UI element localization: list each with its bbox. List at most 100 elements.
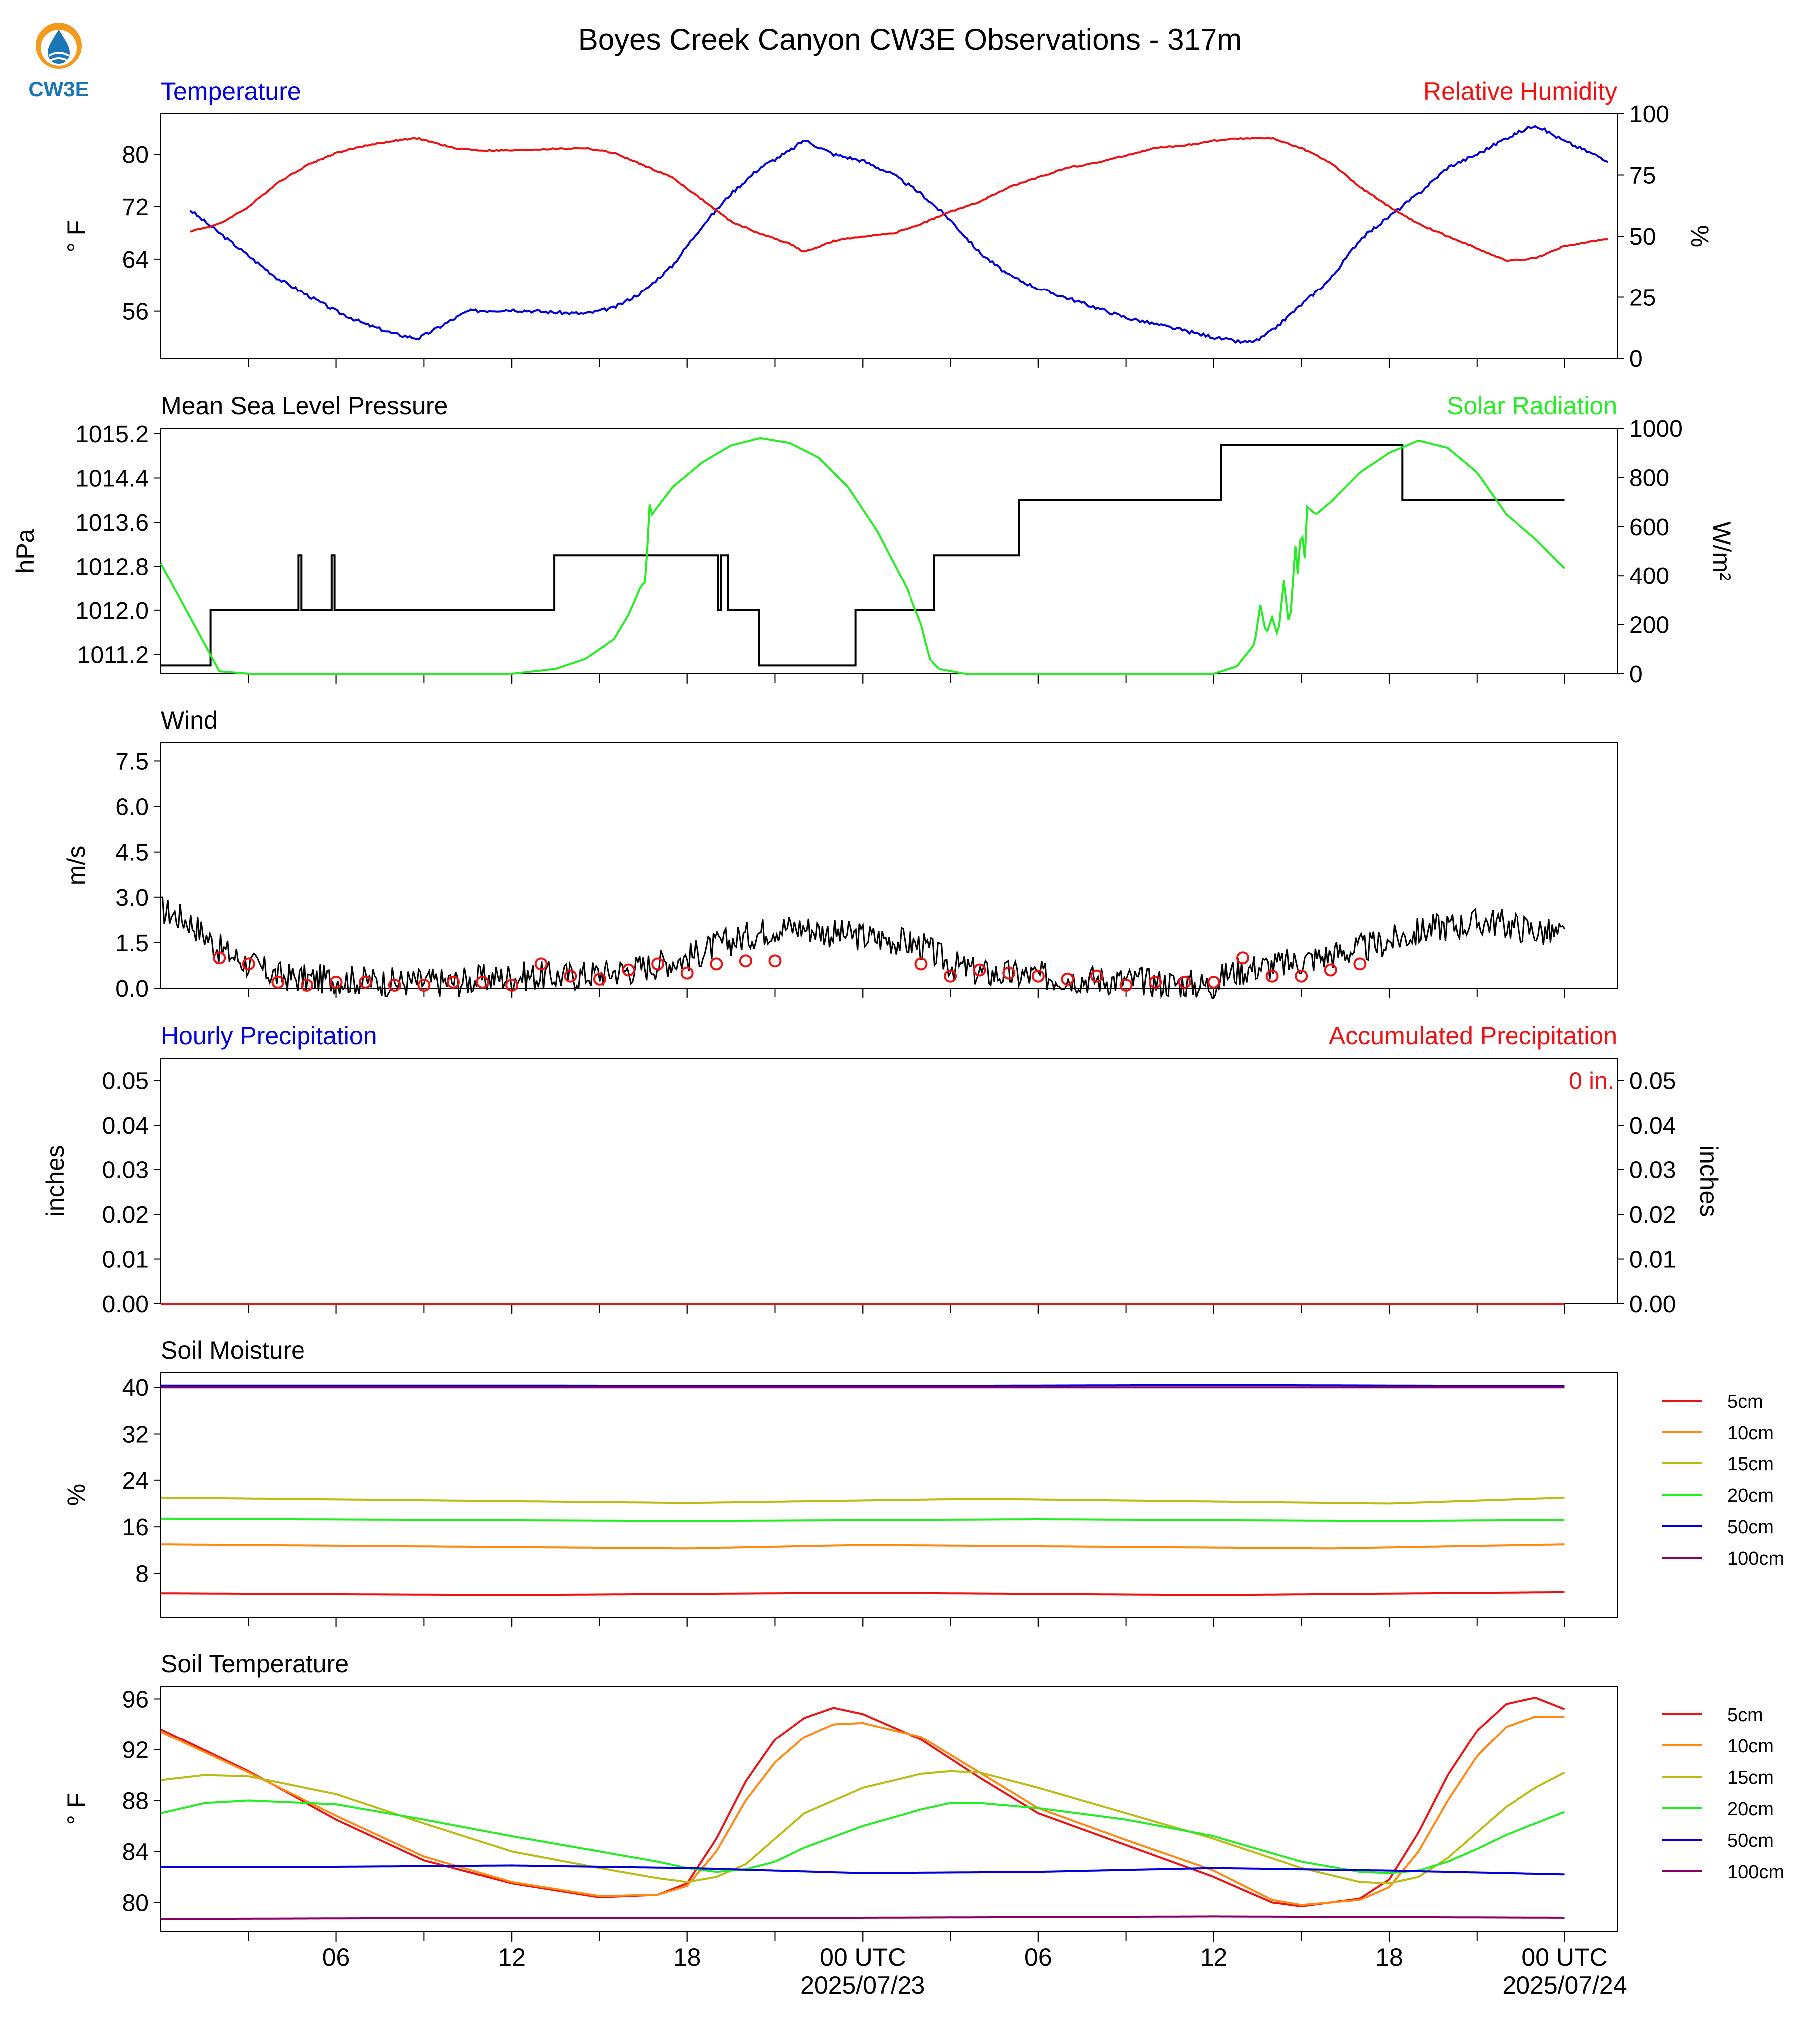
y-tick-label-left: 0.02 [102,1202,149,1228]
series-line-20cm [160,1517,1565,1522]
series-line-relative-humidity [190,137,1608,262]
panel-title-right: Accumulated Precipitation [1329,1022,1617,1050]
wind-barb-marker [359,975,372,989]
wind-barb-marker [329,975,343,989]
y-tick-label-right: 0 [1629,661,1643,688]
wind-barb-marker [914,957,928,971]
y-tick-label-right: 0.04 [1629,1113,1676,1139]
panel-title-left: Mean Sea Level Pressure [161,392,448,420]
wind-barb-marker [564,969,577,983]
x-tick-label: 00 UTC [1521,1943,1607,1971]
panel-soil-moisture: Soil Moisture 8 16 24 32 40% 5cm 10cm 15cm 20cm 50… [62,1336,1784,1627]
y-tick-label-left: 1011.2 [77,642,149,668]
legend-label: 15cm [1727,1767,1774,1788]
plot-frame [160,742,1618,989]
y-tick-label-right: 0.01 [1629,1247,1676,1273]
y-tick-label-right: 75 [1629,163,1656,189]
series-line-temperature [189,125,1608,344]
y-axis-label-left: ° F [62,220,90,252]
wind-barb-marker [505,978,519,992]
panel-wind: Wind 0.0 1.5 3.0 4.5 6.0 7.5 m/s [62,706,1618,1002]
y-tick-label-left: 0.0 [115,976,149,1002]
x-tick-date-label: 2025/07/24 [1502,1971,1627,1999]
logo: CW3E [28,23,89,101]
y-tick-label-right: 0.00 [1629,1291,1676,1318]
panel-title-left: Wind [161,706,218,734]
y-tick-label-right: 200 [1629,612,1669,639]
y-axis-label-left: % [62,1484,90,1506]
wind-barb-marker [1265,969,1279,983]
legend-label: 5cm [1727,1705,1763,1726]
wind-barb-marker [417,978,431,992]
x-tick-label: 18 [673,1943,701,1971]
series-line-15cm [160,1496,1565,1505]
y-tick-label-left: 8 [135,1561,149,1588]
wind-barb-marker [1090,969,1104,983]
y-tick-label-right: 0.02 [1629,1202,1676,1228]
wind-barb-marker [1149,975,1162,989]
wind-barb-marker [1353,957,1367,971]
y-tick-label-left: 0.01 [102,1247,149,1273]
wind-barb-marker [446,975,460,989]
legend-label: 20cm [1727,1485,1774,1506]
y-axis-label-right: W/m² [1708,521,1736,580]
panel-title-right: Solar Radiation [1447,392,1617,420]
wind-barb-marker [271,975,285,989]
wind-barb-marker [1002,966,1016,980]
series-line-20cm [160,1799,1565,1874]
plot-frame [160,1058,1618,1304]
plot-frame [160,1686,1618,1932]
y-axis-label-left: hPa [11,529,39,573]
plot-frame [160,428,1618,674]
y-tick-label-right: 0.03 [1629,1158,1676,1184]
wind-barb-marker [476,975,489,989]
legend-label: 100cm [1727,1862,1784,1883]
y-tick-label-left: 4.5 [115,840,149,866]
y-tick-label-left: 1012.8 [75,554,149,580]
y-axis-label-left: inches [41,1145,69,1217]
y-tick-label-left: 88 [122,1788,149,1814]
wind-barb-marker [213,951,226,965]
y-tick-label-left: 84 [122,1839,149,1865]
wind-barb-marker [1031,969,1045,983]
legend-label: 5cm [1727,1391,1763,1412]
y-tick-label-right: 25 [1629,285,1656,311]
y-axis-label-left: ° F [62,1793,90,1825]
x-tick-label: 00 UTC [820,1943,906,1971]
y-tick-label-right: 800 [1629,465,1669,491]
y-tick-label-left: 0.04 [102,1113,149,1139]
logo-text: CW3E [28,77,89,101]
y-tick-label-left: 1.5 [115,930,149,957]
legend-label: 20cm [1727,1799,1774,1820]
legend-label: 15cm [1727,1454,1774,1475]
y-tick-label-left: 24 [122,1468,149,1494]
panel-soil-temperature: Soil Temperature 80 84 88 92 96 ° F 5cm 10cm 15cm… [62,1650,1784,1942]
panel-title-left: Hourly Precipitation [161,1022,377,1050]
series-line-solar-radiation [160,437,1565,675]
legend-label: 100cm [1727,1548,1784,1569]
wind-barb-marker [739,954,752,968]
y-tick-label-left: 1013.6 [75,510,149,536]
legend-label: 50cm [1727,1517,1774,1538]
y-tick-label-left: 3.0 [115,885,149,911]
y-tick-label-right: 0.05 [1629,1068,1676,1095]
series-line-5cm [161,1591,1565,1596]
panel-pressure-solar: Mean Sea Level Pressure Solar Radiation 10… [11,392,1736,688]
wind-barb-marker [651,957,665,971]
y-tick-label-left: 64 [122,247,149,273]
series-line-100cm [161,1915,1565,1920]
legend-label: 50cm [1727,1830,1774,1851]
y-tick-label-right: 400 [1629,563,1669,589]
wind-barb-marker [242,957,255,971]
y-tick-label-left: 92 [122,1737,149,1763]
figure-title: Boyes Creek Canyon CW3E Observations - 3… [578,23,1242,56]
y-tick-label-right: 600 [1629,514,1669,541]
wind-barb-marker [710,957,723,971]
series-line-10cm [161,1543,1565,1550]
y-tick-label-left: 0.03 [102,1158,149,1184]
y-tick-label-left: 0.05 [102,1068,149,1095]
panel-title-left: Temperature [161,77,301,105]
plot-frame [160,113,1618,359]
y-tick-label-left: 16 [122,1514,149,1541]
